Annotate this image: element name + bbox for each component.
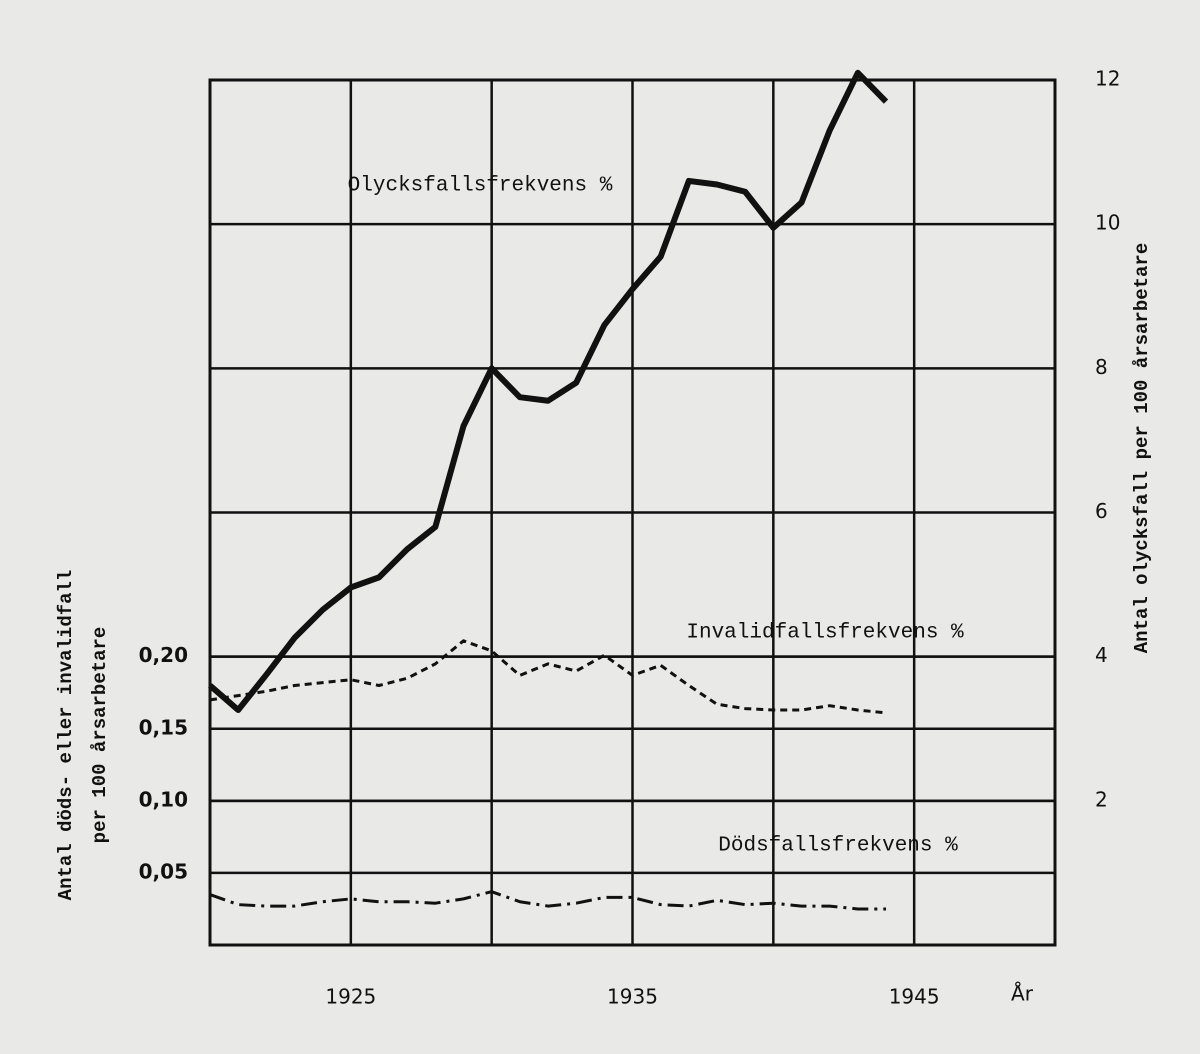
y-tick-label: 0,20 xyxy=(139,643,188,667)
series-line xyxy=(208,69,889,714)
series-line xyxy=(209,639,887,715)
x-tick-label: 1945 xyxy=(889,985,940,1009)
series-label: Dödsfallsfrekvens % xyxy=(718,835,958,858)
series-line xyxy=(209,890,886,911)
y-axis-label: per 100 årsarbetare xyxy=(89,627,111,844)
y2-tick-label: 12 xyxy=(1095,67,1120,91)
x-tick-label: 1935 xyxy=(607,985,658,1009)
y2-tick-label: 10 xyxy=(1095,211,1120,235)
y2-tick-label: 8 xyxy=(1095,355,1108,379)
y-axis-label: Antal döds- eller invalidfall xyxy=(55,570,77,901)
y-tick-label: 0,10 xyxy=(139,787,188,811)
y2-tick-label: 4 xyxy=(1095,643,1108,667)
y2-tick-label: 2 xyxy=(1095,787,1108,811)
y2-axis-label: Antal olycksfall per 100 årsarbetare xyxy=(1131,243,1153,653)
y2-tick-label: 6 xyxy=(1095,499,1108,523)
series-label: Invalidfallsfrekvens % xyxy=(686,622,964,645)
y-tick-label: 0,05 xyxy=(139,859,188,883)
x-axis-label: År xyxy=(1011,982,1034,1006)
series-label: Olycksfallsfrekvens % xyxy=(348,175,613,198)
y-tick-label: 0,15 xyxy=(139,715,188,739)
x-tick-label: 1925 xyxy=(325,985,376,1009)
